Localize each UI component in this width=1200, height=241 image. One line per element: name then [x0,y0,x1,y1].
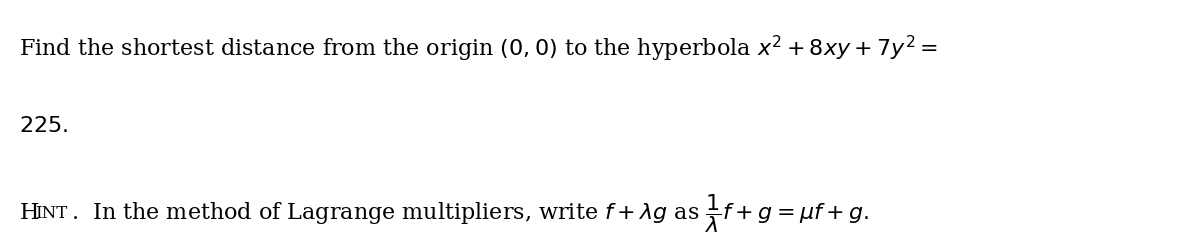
Text: Find the shortest distance from the origin $(0, 0)$ to the hyperbola $x^2+8xy+7y: Find the shortest distance from the orig… [19,33,938,64]
Text: H: H [19,202,38,224]
Text: $225.$: $225.$ [19,115,68,137]
Text: .  In the method of Lagrange multipliers, write $f + \lambda g$ as $\dfrac{1}{\l: . In the method of Lagrange multipliers,… [71,192,869,235]
Text: INT: INT [35,205,67,222]
